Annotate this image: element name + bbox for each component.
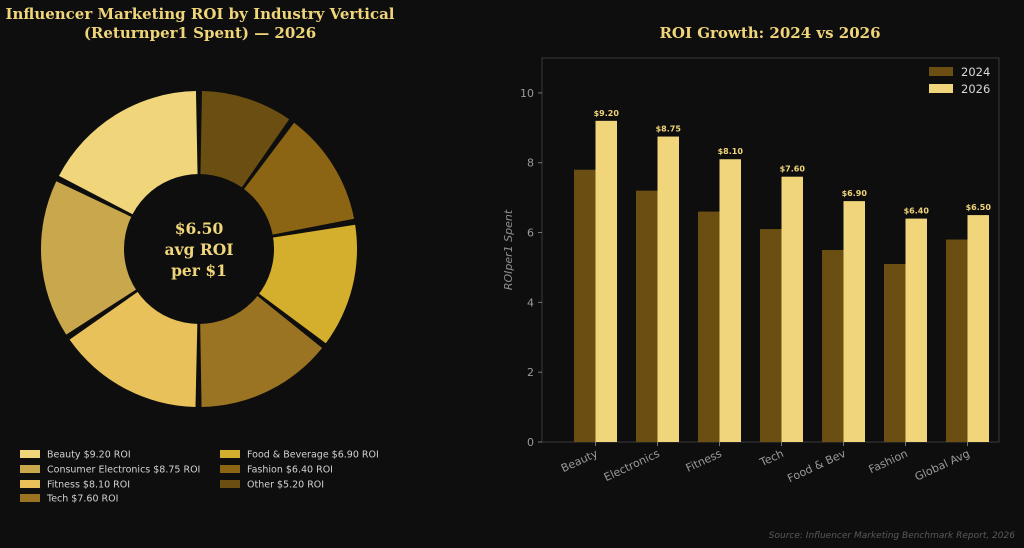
y-tick-label: 4: [527, 296, 534, 309]
donut-legend-label: Tech $7.60 ROI: [46, 494, 118, 505]
legend-label-2024: 2024: [961, 65, 990, 79]
bar-legend: 2024 2026: [929, 65, 990, 96]
bar-2026: [719, 159, 741, 442]
donut-legend-swatch: [20, 494, 40, 502]
bar-2024: [946, 239, 968, 442]
bar-2026: [781, 176, 803, 442]
donut-legend-label: Food & Beverage $6.90 ROI: [247, 450, 379, 461]
donut-legend-swatch: [220, 450, 240, 458]
bar-data-label: $7.60: [780, 165, 806, 174]
x-tick-label: Fashion: [867, 447, 910, 476]
donut-title-line1: Influencer Marketing ROI by Industry Ver…: [5, 5, 394, 23]
bar-data-label: $6.50: [966, 203, 992, 212]
x-tick-label: Food & Bev: [785, 447, 848, 486]
donut-legend-label: Beauty $9.20 ROI: [47, 450, 131, 461]
bar-2024: [574, 169, 596, 442]
legend-label-2026: 2026: [961, 82, 990, 96]
x-axis: Beauty Electronics Fitness Tech Food & Bev Fa…: [559, 442, 972, 485]
bar-data-label: $8.75: [656, 125, 682, 134]
legend-swatch-2024: [929, 67, 953, 76]
donut-legend-swatch: [20, 480, 40, 488]
donut-center-label: avg ROI: [165, 240, 234, 259]
bar-2026: [843, 201, 865, 442]
donut-hole: [124, 174, 274, 324]
source-note: Source: Influencer Marketing Benchmark R…: [769, 531, 1015, 541]
bar-data-label: $8.10: [718, 147, 744, 156]
donut-legend-swatch: [20, 465, 40, 473]
bar-data-label: $6.90: [842, 189, 868, 198]
bar-data-label: $9.20: [594, 109, 620, 118]
donut-legend-label: Consumer Electronics $8.75 ROI: [47, 465, 200, 476]
y-axis-label: ROIper1 Spent: [502, 209, 515, 290]
y-tick-label: 8: [527, 157, 534, 170]
x-tick-label: Fitness: [684, 447, 724, 475]
bar-2024: [698, 211, 720, 442]
bar-2024: [636, 190, 658, 442]
y-tick-label: 2: [527, 366, 534, 379]
donut-center-value: $6.50: [175, 219, 224, 238]
x-tick-label: Global Avg: [913, 447, 972, 484]
bar-2026: [595, 120, 617, 442]
bar-2024: [884, 263, 906, 442]
bar-chart-title: ROI Growth: 2024 vs 2026: [659, 24, 880, 42]
donut-legend-swatch: [20, 450, 40, 458]
donut-center-unit: per $1: [171, 261, 227, 280]
x-tick-label: Beauty: [559, 447, 600, 475]
donut-panel: Influencer Marketing ROI by Industry Ver…: [5, 5, 394, 505]
bar-2024: [822, 250, 844, 442]
x-tick-label: Electronics: [602, 447, 662, 484]
y-tick-label: 0: [527, 436, 534, 449]
legend-swatch-2026: [929, 84, 953, 93]
bar-2026: [657, 136, 679, 442]
donut-legend-label: Fashion $6.40 ROI: [247, 465, 333, 476]
x-tick-label: Tech: [757, 447, 786, 470]
donut-legend-label: Fitness $8.10 ROI: [47, 480, 130, 491]
bars: $9.20 $8.75 $8.10 $7.60 $6.90 $6.40 $6.50: [574, 109, 991, 442]
y-axis: 0 2 4 6 8 10: [520, 87, 542, 449]
donut-legend-swatch: [220, 465, 240, 473]
y-tick-label: 10: [520, 87, 534, 100]
bar-panel: ROI Growth: 2024 vs 2026 0 2 4 6 8 10 ROIper1…: [502, 24, 1000, 485]
donut-title-line2: (Returnper1 Spent) — 2026: [84, 24, 316, 42]
donut-legend-swatch: [220, 480, 240, 488]
donut-slice-consumer-electronics: [40, 181, 199, 335]
bar-2026: [967, 215, 989, 442]
donut-legend-label: Other $5.20 ROI: [247, 480, 324, 491]
y-tick-label: 6: [527, 227, 534, 240]
bar-data-label: $6.40: [904, 207, 930, 216]
bar-2024: [760, 229, 782, 442]
donut-legend: Beauty $9.20 ROI Consumer Electronics $8.…: [20, 450, 379, 505]
bar-2026: [905, 218, 927, 442]
